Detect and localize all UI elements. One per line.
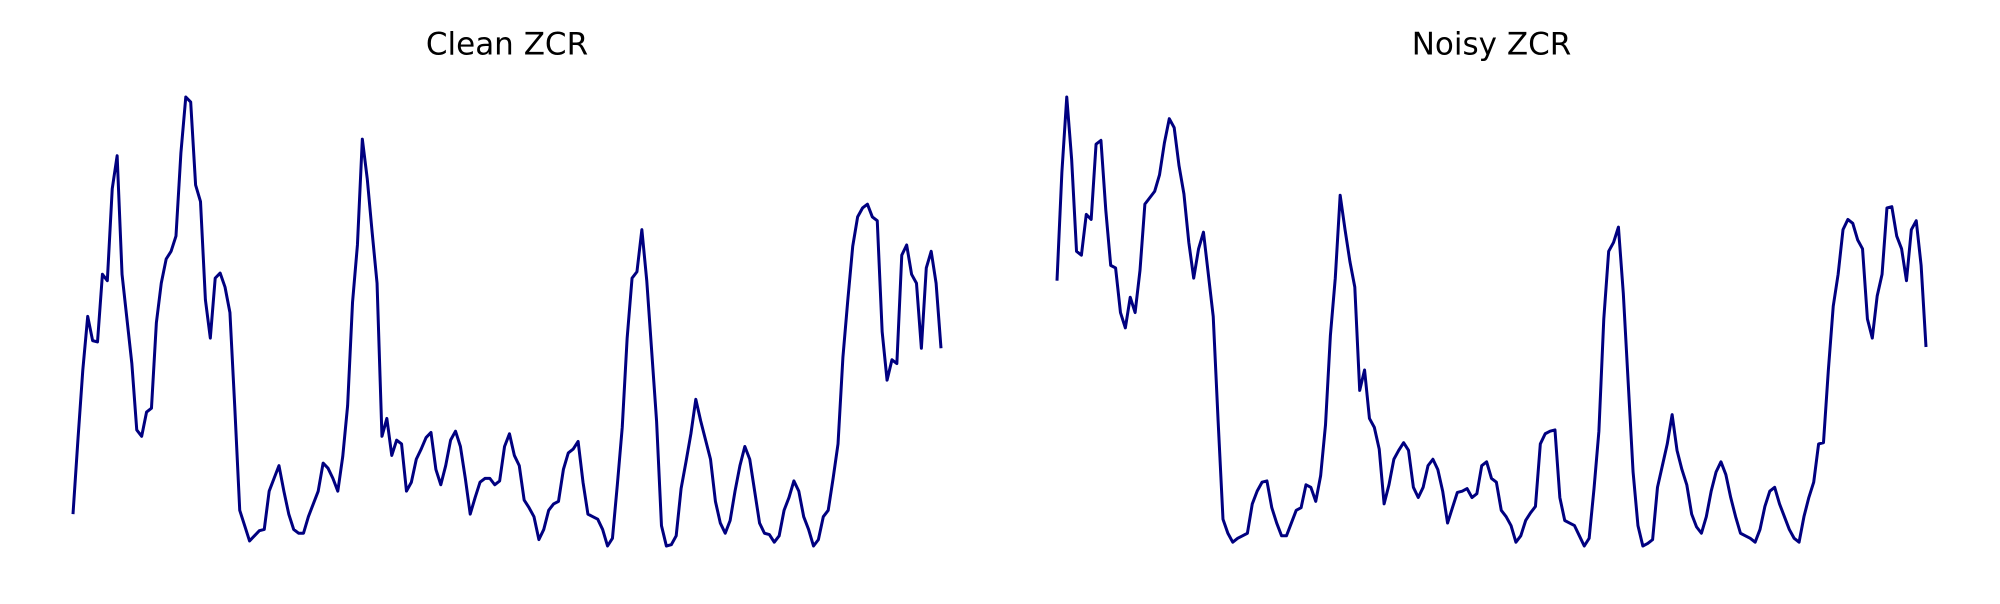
chart-title: Noisy ZCR (1412, 27, 1572, 63)
zcr-line (71, 95, 943, 548)
zcr-line (1055, 95, 1928, 548)
chart-title: Clean ZCR (426, 27, 588, 63)
